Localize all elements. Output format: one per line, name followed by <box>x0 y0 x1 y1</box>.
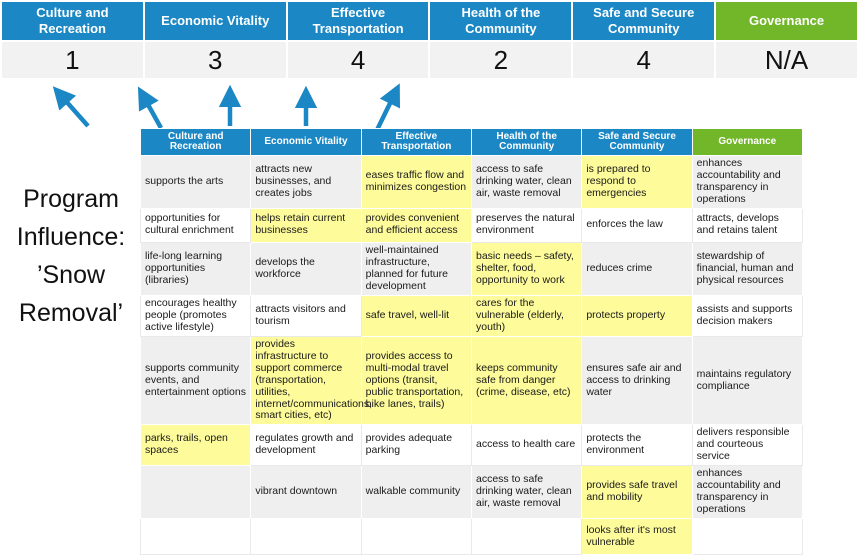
matrix-cell: assists and supports decision makers <box>691 294 804 337</box>
table-row: vibrant downtown walkable community acce… <box>139 465 804 520</box>
matrix-cell: basic needs – safety, shelter, food, opp… <box>470 241 583 296</box>
program-label-line: ’Snow <box>36 261 106 289</box>
matrix-cell <box>139 518 252 555</box>
matrix-cell: provides access to multi-modal travel op… <box>360 335 472 426</box>
matrix-cell: vibrant downtown <box>250 465 362 520</box>
matrix-cell: is prepared to respond to emergencies <box>581 155 693 209</box>
matrix-cell: ensures safe air and access to drinking … <box>581 335 693 426</box>
summary-header-economic-vitality: Economic Vitality <box>144 2 286 40</box>
score-health-of-the-community: 2 <box>430 42 572 78</box>
matrix-cell: protects the environment <box>581 424 693 467</box>
matrix-cell: protects property <box>581 294 693 337</box>
summary-header-safe-and-secure-community: Safe and Secure Community <box>573 2 715 40</box>
score-summary: Culture and Recreation Economic Vitality… <box>2 2 857 78</box>
matrix-cell: access to safe drinking water, clean air… <box>470 465 583 520</box>
matrix-cell: enhances accountability and transparency… <box>691 155 804 209</box>
matrix-cell: provides convenient and efficient access <box>360 207 472 243</box>
matrix-header-row: Culture and Recreation Economic Vitality… <box>139 128 804 156</box>
program-label-line: Influence: <box>16 223 126 251</box>
matrix-cell: regulates growth and development <box>250 424 362 467</box>
matrix-cell: opportunities for cultural enrichment <box>139 207 252 243</box>
summary-header-governance: Governance <box>716 2 857 40</box>
matrix-cell: looks after it's most vulnerable <box>581 518 693 555</box>
matrix-cell: develops the workforce <box>250 241 362 296</box>
table-row: parks, trails, open spaces regulates gro… <box>139 424 804 467</box>
matrix-cell: reduces crime <box>581 241 693 296</box>
matrix-cell: parks, trails, open spaces <box>139 424 252 467</box>
arrow-culture-and-recreation <box>52 86 90 128</box>
matrix-cell: life-long learning opportunities (librar… <box>139 241 252 296</box>
matrix-cell: stewardship of financial, human and phys… <box>691 241 804 296</box>
matrix-cell <box>691 518 804 555</box>
matrix-cell: eases traffic flow and minimizes congest… <box>360 155 472 209</box>
matrix-cell: cares for the vulnerable (elderly, youth… <box>470 294 583 337</box>
matrix-cell <box>470 518 583 555</box>
matrix-cell: enforces the law <box>581 207 693 243</box>
score-safe-and-secure-community: 4 <box>573 42 715 78</box>
matrix-cell: access to safe drinking water, clean air… <box>470 155 583 209</box>
matrix-header-culture-and-recreation: Culture and Recreation <box>139 128 252 156</box>
matrix-cell: attracts visitors and tourism <box>250 294 362 337</box>
matrix-cell: walkable community <box>360 465 472 520</box>
matrix-cell: attracts, develops and retains talent <box>691 207 804 243</box>
program-label-line: Removal’ <box>18 299 124 327</box>
matrix-cell <box>360 518 472 555</box>
table-row: opportunities for cultural enrichment he… <box>139 207 804 243</box>
score-economic-vitality: 3 <box>144 42 286 78</box>
matrix-cell: attracts new businesses, and creates job… <box>250 155 362 209</box>
table-row: looks after it's most vulnerable <box>139 518 804 555</box>
matrix-cell: safe travel, well-lit <box>360 294 472 337</box>
matrix-cell: helps retain current businesses <box>250 207 362 243</box>
matrix-cell: access to health care <box>470 424 583 467</box>
score-effective-transportation: 4 <box>287 42 429 78</box>
matrix-cell: preserves the natural environment <box>470 207 583 243</box>
summary-header-effective-transportation: Effective Transportation <box>287 2 429 40</box>
matrix-cell: enhances accountability and transparency… <box>691 465 804 520</box>
matrix-cell: keeps community safe from danger (crime,… <box>470 335 583 426</box>
matrix-cell: supports the arts <box>139 155 252 209</box>
matrix-cell: provides infrastructure to support comme… <box>250 335 372 426</box>
table-row: supports the arts attracts new businesse… <box>139 155 804 209</box>
table-row: encourages healthy people (promotes acti… <box>139 294 804 337</box>
matrix-cell: delivers responsible and courteous servi… <box>691 424 804 467</box>
matrix-cell <box>250 518 362 555</box>
program-label-line: Program <box>23 185 119 213</box>
matrix-cell: encourages healthy people (promotes acti… <box>139 294 252 337</box>
table-row: life-long learning opportunities (librar… <box>139 241 804 296</box>
influence-matrix-table: Culture and Recreation Economic Vitality… <box>139 128 804 555</box>
matrix-cell: provides safe travel and mobility <box>581 465 693 520</box>
matrix-header-economic-vitality: Economic Vitality <box>250 128 362 156</box>
program-influence-label: Program Influence: ’Snow Removal’ <box>0 180 142 332</box>
score-governance: N/A <box>716 42 857 78</box>
matrix-header-health-of-the-community: Health of the Community <box>470 128 583 156</box>
arrow-safe-and-secure-community <box>374 83 401 131</box>
matrix-header-effective-transportation: Effective Transportation <box>360 128 472 156</box>
summary-header-health-of-the-community: Health of the Community <box>430 2 572 40</box>
matrix-header-safe-and-secure-community: Safe and Secure Community <box>581 128 693 156</box>
table-row: supports community events, and entertain… <box>139 335 804 426</box>
matrix-header-governance: Governance <box>691 128 804 156</box>
matrix-cell: provides adequate parking <box>360 424 472 467</box>
matrix-cell: supports community events, and entertain… <box>139 335 252 426</box>
matrix-cell <box>139 465 252 520</box>
matrix-cell: maintains regulatory compliance <box>691 335 804 426</box>
arrow-economic-vitality <box>137 86 163 130</box>
score-culture-and-recreation: 1 <box>2 42 143 78</box>
summary-header-culture-and-recreation: Culture and Recreation <box>2 2 143 40</box>
matrix-cell: well-maintained infrastructure, planned … <box>360 241 472 296</box>
influence-arrows <box>52 83 401 131</box>
